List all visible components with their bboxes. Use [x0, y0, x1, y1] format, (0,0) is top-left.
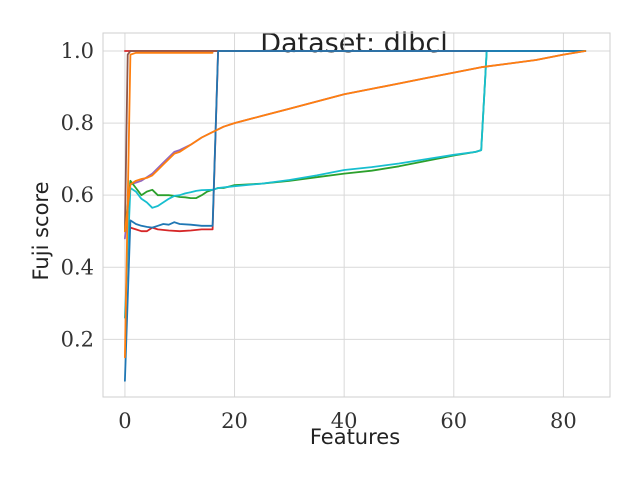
y-tick-label: 0.6 — [61, 183, 94, 207]
y-tick-label: 1.0 — [61, 39, 94, 63]
x-tick-label: 0 — [118, 409, 131, 433]
y-axis-label: Fuji score — [29, 181, 53, 280]
x-tick-label: 60 — [440, 409, 467, 433]
series-line-7 — [124, 50, 587, 382]
x-tick-label: 40 — [331, 409, 358, 433]
y-tick-label: 0.4 — [61, 255, 94, 279]
y-tick-label: 0.8 — [61, 111, 94, 135]
series-line-5 — [124, 50, 587, 233]
x-tick-label: 20 — [221, 409, 248, 433]
series-line-2 — [124, 50, 587, 233]
x-axis-label: Features — [310, 425, 400, 449]
series-line-8 — [124, 51, 214, 359]
series-line-6 — [124, 50, 587, 319]
y-tick-label: 0.2 — [61, 327, 94, 351]
x-tick-label: 80 — [550, 409, 577, 433]
plot-frame — [102, 32, 611, 398]
series-group — [124, 50, 587, 382]
grid — [103, 33, 610, 397]
series-line-3 — [124, 50, 587, 233]
series-line-9 — [124, 50, 587, 233]
y-axis-ticks: 0.2 0.4 0.6 0.8 1.0 — [61, 39, 94, 351]
series-line-4 — [124, 50, 587, 240]
x-axis-ticks: 0 20 40 60 80 — [118, 409, 577, 433]
